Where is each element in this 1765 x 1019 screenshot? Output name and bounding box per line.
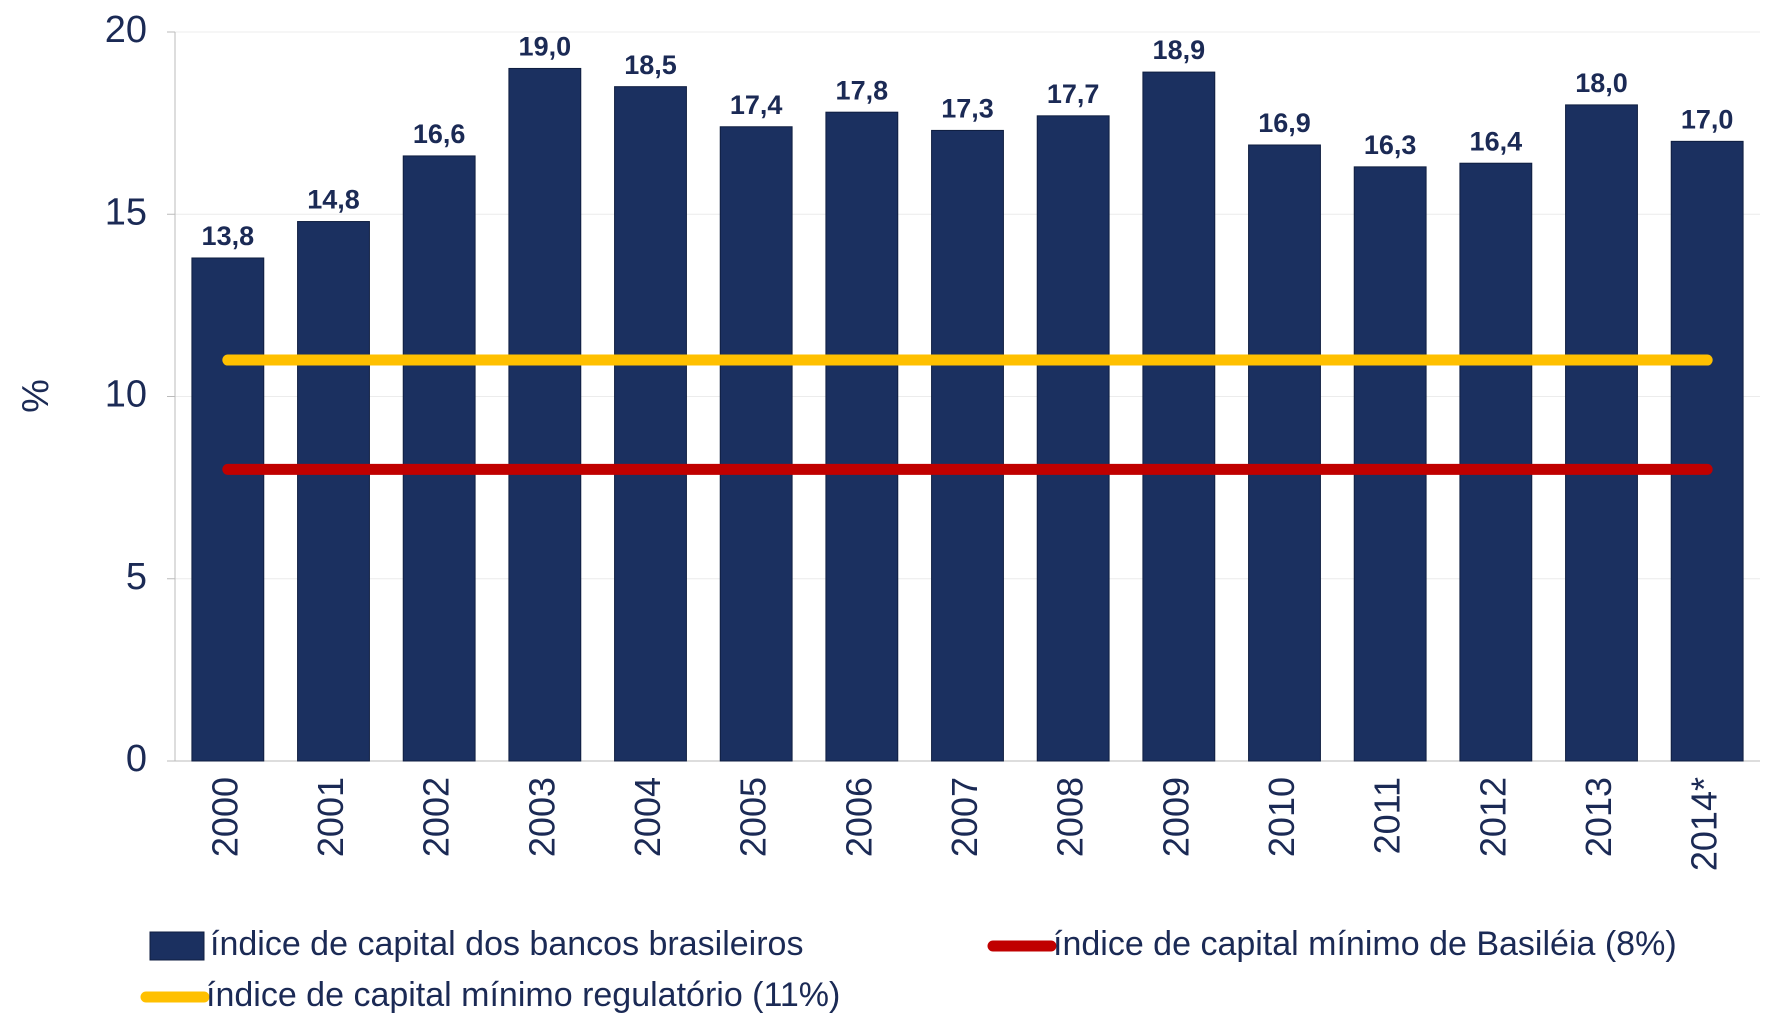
value-label: 18,0 xyxy=(1575,68,1628,98)
bar xyxy=(1459,162,1533,762)
x-tick-label: 2004 xyxy=(627,777,668,857)
x-tick-label: 2003 xyxy=(521,777,562,857)
y-tick-label: 10 xyxy=(105,374,147,416)
x-tick-label: 2007 xyxy=(944,777,985,857)
x-tick-label: 2009 xyxy=(1155,777,1196,857)
x-tick-label: 2006 xyxy=(838,777,879,857)
x-tick-label: 2010 xyxy=(1261,777,1302,857)
y-tick-label: 20 xyxy=(105,9,147,51)
bar xyxy=(1670,140,1744,762)
value-label: 14,8 xyxy=(307,185,360,215)
y-tick-label: 0 xyxy=(126,738,147,780)
bar xyxy=(1565,104,1638,762)
x-tick-label: 2008 xyxy=(1050,777,1091,857)
bar xyxy=(1036,115,1110,762)
legend-swatch xyxy=(149,931,205,961)
value-label: 17,3 xyxy=(941,94,994,124)
bar xyxy=(297,221,370,762)
value-label: 19,0 xyxy=(519,32,572,62)
bar xyxy=(719,126,793,762)
bar xyxy=(402,155,476,762)
y-tick-label: 5 xyxy=(126,556,147,598)
x-tick-label: 2000 xyxy=(204,777,245,857)
value-label: 16,3 xyxy=(1364,130,1417,160)
legend-label: índice de capital mínimo de Basiléia (8%… xyxy=(1053,925,1677,963)
x-tick-label: 2005 xyxy=(733,777,774,857)
x-tick-label: 2013 xyxy=(1578,777,1619,857)
value-label: 17,8 xyxy=(836,75,889,105)
bar xyxy=(191,257,265,762)
x-tick-label: 2002 xyxy=(416,777,457,857)
value-label: 18,5 xyxy=(624,50,677,80)
x-tick-label: 2014* xyxy=(1684,777,1725,871)
bar xyxy=(931,129,1004,762)
value-label: 17,7 xyxy=(1047,79,1100,109)
value-label: 17,4 xyxy=(730,90,783,120)
y-tick-label: 15 xyxy=(105,191,147,233)
x-tick-label: 2011 xyxy=(1367,777,1408,854)
value-label: 16,4 xyxy=(1470,126,1523,156)
bar xyxy=(614,86,687,762)
legend-label: índice de capital dos bancos brasileiros xyxy=(210,925,803,963)
bar xyxy=(1248,144,1321,762)
value-label: 16,9 xyxy=(1258,108,1311,138)
y-axis-label: % xyxy=(15,379,57,413)
x-tick-label: 2001 xyxy=(310,777,351,857)
value-label: 13,8 xyxy=(202,221,255,251)
bar xyxy=(508,67,582,762)
legend-label: índice de capital mínimo regulatório (11… xyxy=(206,976,840,1014)
value-label: 18,9 xyxy=(1153,35,1206,65)
bar xyxy=(1142,71,1216,762)
value-label: 17,0 xyxy=(1681,104,1734,134)
value-label: 16,6 xyxy=(413,119,466,149)
x-tick-label: 2012 xyxy=(1472,777,1513,857)
bar xyxy=(825,111,899,762)
